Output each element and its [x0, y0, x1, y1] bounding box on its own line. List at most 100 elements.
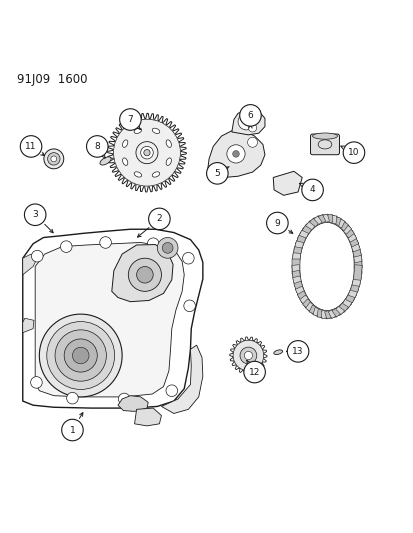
Polygon shape [294, 230, 308, 247]
Circle shape [55, 330, 106, 381]
FancyBboxPatch shape [310, 134, 339, 155]
Polygon shape [299, 295, 314, 311]
Circle shape [240, 347, 256, 364]
Ellipse shape [134, 128, 141, 133]
Circle shape [147, 238, 159, 249]
Ellipse shape [152, 128, 159, 133]
Circle shape [162, 243, 173, 253]
Circle shape [39, 314, 122, 397]
Circle shape [62, 419, 83, 441]
Polygon shape [291, 253, 300, 268]
Ellipse shape [312, 133, 337, 139]
Polygon shape [134, 408, 161, 426]
Circle shape [233, 340, 263, 371]
Circle shape [301, 179, 323, 200]
Circle shape [244, 351, 252, 360]
Polygon shape [351, 270, 361, 286]
Circle shape [226, 145, 244, 163]
Ellipse shape [152, 172, 159, 177]
Circle shape [31, 377, 42, 388]
Circle shape [206, 163, 228, 184]
Polygon shape [354, 259, 361, 274]
Polygon shape [231, 109, 264, 135]
Circle shape [211, 165, 219, 173]
Polygon shape [302, 299, 318, 314]
Circle shape [47, 321, 114, 390]
Circle shape [20, 136, 42, 157]
Polygon shape [305, 216, 321, 231]
Circle shape [248, 124, 256, 132]
Text: 11: 11 [25, 142, 37, 151]
Polygon shape [324, 214, 340, 225]
Circle shape [247, 138, 257, 147]
Polygon shape [347, 235, 359, 252]
Circle shape [31, 251, 43, 262]
Polygon shape [118, 395, 148, 411]
Polygon shape [206, 131, 264, 177]
Text: 8: 8 [94, 142, 100, 151]
Polygon shape [331, 216, 348, 231]
Text: 7: 7 [127, 115, 133, 124]
Polygon shape [339, 222, 354, 238]
Polygon shape [328, 215, 344, 228]
Text: 1: 1 [69, 425, 75, 434]
Polygon shape [293, 281, 305, 298]
Circle shape [86, 136, 108, 157]
Polygon shape [350, 241, 361, 257]
Polygon shape [23, 318, 34, 333]
Polygon shape [335, 299, 351, 314]
Polygon shape [331, 302, 348, 317]
Polygon shape [350, 276, 361, 292]
Polygon shape [302, 219, 318, 234]
Polygon shape [342, 225, 356, 242]
Circle shape [232, 151, 239, 157]
Circle shape [72, 347, 89, 364]
Circle shape [243, 119, 249, 125]
Circle shape [237, 114, 254, 130]
Polygon shape [351, 247, 361, 263]
Circle shape [119, 109, 141, 130]
Circle shape [243, 361, 265, 383]
Polygon shape [320, 310, 336, 318]
Text: 4: 4 [309, 185, 315, 195]
Circle shape [64, 339, 97, 372]
Ellipse shape [166, 140, 171, 147]
Polygon shape [107, 114, 186, 192]
Polygon shape [297, 225, 311, 242]
Circle shape [113, 119, 180, 186]
Text: 91J09  1600: 91J09 1600 [17, 72, 87, 86]
Polygon shape [335, 219, 351, 234]
Polygon shape [305, 302, 321, 317]
Polygon shape [347, 281, 359, 298]
Circle shape [60, 241, 72, 253]
Polygon shape [273, 171, 301, 195]
Circle shape [342, 142, 364, 164]
Polygon shape [309, 305, 325, 318]
Polygon shape [320, 215, 336, 223]
Polygon shape [317, 215, 332, 223]
Circle shape [166, 385, 177, 397]
Circle shape [44, 149, 64, 169]
Polygon shape [328, 305, 344, 318]
Polygon shape [292, 259, 299, 274]
Circle shape [239, 104, 261, 126]
Polygon shape [161, 345, 202, 414]
Polygon shape [324, 308, 340, 319]
Polygon shape [23, 254, 37, 275]
Ellipse shape [122, 140, 128, 147]
Text: 5: 5 [214, 169, 220, 178]
Circle shape [128, 258, 161, 292]
Polygon shape [345, 286, 358, 303]
Polygon shape [229, 337, 266, 374]
Text: 13: 13 [292, 347, 303, 356]
Circle shape [100, 237, 111, 248]
Polygon shape [353, 265, 361, 280]
Polygon shape [292, 270, 301, 286]
Polygon shape [293, 235, 305, 252]
Circle shape [287, 341, 308, 362]
Polygon shape [342, 291, 356, 308]
Circle shape [182, 253, 194, 264]
Circle shape [51, 156, 57, 161]
Text: 3: 3 [32, 210, 38, 219]
Ellipse shape [122, 158, 128, 165]
